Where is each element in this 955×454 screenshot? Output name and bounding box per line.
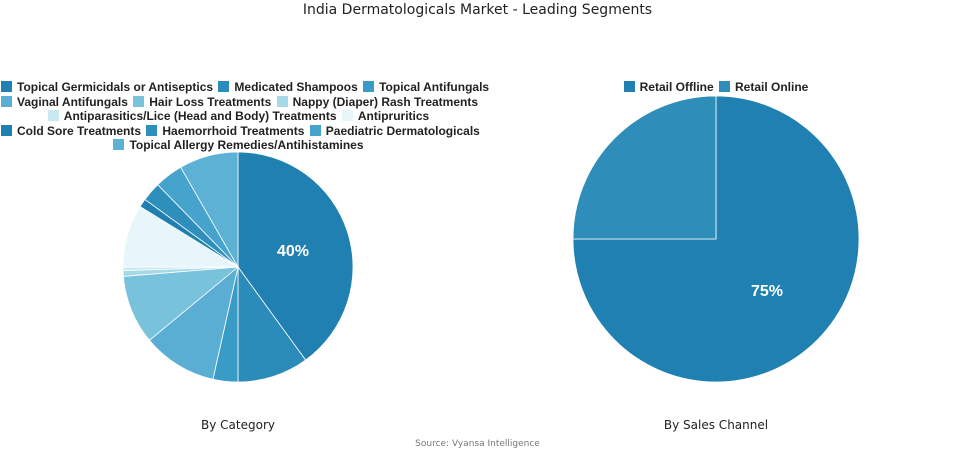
- legend-swatch-icon: [1, 95, 12, 107]
- legend-swatch-icon: [341, 110, 353, 121]
- legend-item: Nappy (Diaper) Rash Treatments: [276, 94, 479, 110]
- pie-slice: [148, 265, 239, 380]
- category-legend: Topical Germicidals or Antiseptics Medic…: [0, 80, 489, 153]
- legend-label: Antiparasitics/Lice (Head and Body) Trea…: [63, 109, 337, 123]
- legend-label: Medicated Shampoos: [234, 80, 358, 94]
- legend-item: Topical Antifungals: [363, 80, 489, 95]
- legend-item: Paediatric Dermatologicals: [309, 123, 480, 139]
- legend-swatch-icon: [218, 81, 230, 92]
- chart-title: India Dermatologicals Market - Leading S…: [302, 2, 653, 18]
- legend-label: Retail Online: [735, 80, 809, 94]
- legend-label: Paediatric Dermatologicals: [325, 123, 480, 138]
- legend-label: Cold Sore Treatments: [17, 123, 142, 138]
- category-pct-label: 40%: [277, 243, 309, 260]
- legend-label: Topical Allergy Remedies/Antihistamines: [129, 138, 364, 152]
- legend-label: Haemorrhoid Treatments: [162, 123, 305, 138]
- category-subtitle: By Category: [201, 418, 275, 432]
- legend-item: Retail Offline: [623, 80, 714, 95]
- legend-swatch-icon: [363, 81, 375, 92]
- channel-subtitle: By Sales Channel: [663, 418, 769, 432]
- legend-label: Retail Offline: [639, 80, 714, 94]
- legend-swatch-icon: [1, 81, 12, 92]
- legend-item: Medicated Shampoos: [218, 80, 358, 95]
- legend-swatch-icon: [276, 95, 288, 107]
- legend-label: Antipruritics: [357, 109, 430, 123]
- legend-label: Nappy (Diaper) Rash Treatments: [292, 94, 479, 109]
- legend-label: Vaginal Antifungals: [17, 94, 128, 109]
- legend-item: Topical Germicidals or Antiseptics: [1, 80, 213, 95]
- legend-item: Topical Allergy Remedies/Antihistamines: [113, 138, 364, 153]
- pie-slice: [180, 151, 239, 269]
- legend-label: Topical Germicidals or Antiseptics: [17, 80, 214, 94]
- legend-swatch-icon: [719, 81, 730, 92]
- category-pie: [122, 151, 354, 383]
- legend-swatch-icon: [113, 139, 125, 150]
- legend-swatch-icon: [133, 95, 145, 107]
- legend-item: Haemorrhoid Treatments: [146, 124, 304, 139]
- legend-item: Antiparasitics/Lice (Head and Body) Trea…: [47, 109, 337, 124]
- legend-swatch-icon: [309, 124, 321, 136]
- legend-item: Hair Loss Treatments: [133, 95, 271, 110]
- legend-swatch-icon: [47, 110, 59, 121]
- legend-item: Retail Online: [719, 80, 808, 95]
- legend-item: Antipruritics: [341, 109, 430, 124]
- legend-swatch-icon: [146, 124, 158, 136]
- legend-label: Topical Antifungals: [379, 80, 490, 94]
- legend-item: Vaginal Antifungals: [1, 95, 128, 110]
- legend-item: Cold Sore Treatments: [1, 124, 141, 139]
- channel-legend: Retail Offline Retail Online: [477, 80, 955, 95]
- legend-swatch-icon: [1, 124, 12, 136]
- channel-pct-label: 75%: [751, 283, 783, 300]
- pie-slice: [237, 151, 354, 361]
- legend-swatch-icon: [623, 81, 635, 92]
- pie-slice: [237, 265, 307, 383]
- sales-channel-pie: [572, 95, 860, 383]
- legend-label: Hair Loss Treatments: [149, 94, 272, 109]
- pie-slice: [572, 95, 717, 240]
- source-note: Source: Vyansa Intelligence: [415, 439, 540, 449]
- pie-slice: [572, 95, 860, 383]
